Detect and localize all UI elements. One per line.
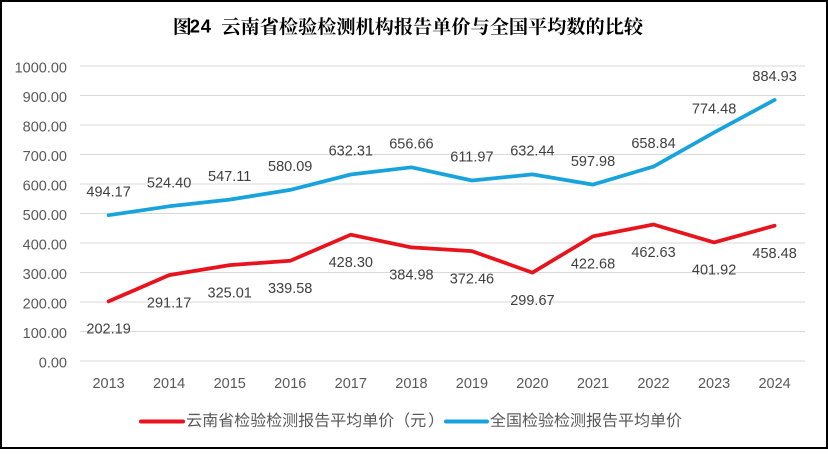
- svg-text:2018: 2018: [395, 376, 427, 392]
- svg-text:884.93: 884.93: [752, 69, 796, 85]
- svg-text:2022: 2022: [637, 376, 669, 392]
- svg-text:700.00: 700.00: [23, 149, 67, 165]
- svg-text:300.00: 300.00: [23, 267, 67, 283]
- svg-text:2015: 2015: [214, 376, 246, 392]
- svg-text:401.92: 401.92: [692, 263, 736, 279]
- svg-text:2024: 2024: [758, 376, 790, 392]
- svg-text:2019: 2019: [456, 376, 488, 392]
- svg-text:24: 24: [190, 16, 212, 37]
- svg-text:597.98: 597.98: [571, 154, 615, 170]
- svg-text:547.11: 547.11: [208, 169, 251, 185]
- svg-text:900.00: 900.00: [23, 90, 67, 106]
- svg-text:600.00: 600.00: [23, 179, 67, 195]
- svg-text:524.40: 524.40: [147, 176, 191, 192]
- svg-text:384.98: 384.98: [389, 268, 433, 284]
- svg-text:2021: 2021: [577, 376, 609, 392]
- svg-text:2014: 2014: [153, 376, 185, 392]
- svg-text:339.58: 339.58: [268, 281, 312, 297]
- svg-text:656.66: 656.66: [389, 137, 433, 153]
- svg-text:2017: 2017: [335, 376, 367, 392]
- svg-text:200.00: 200.00: [23, 297, 67, 313]
- svg-text:462.63: 462.63: [631, 245, 675, 261]
- svg-text:500.00: 500.00: [23, 208, 67, 224]
- svg-text:580.09: 580.09: [268, 159, 312, 175]
- svg-text:632.31: 632.31: [329, 144, 373, 160]
- svg-text:100.00: 100.00: [23, 326, 67, 342]
- svg-text:2016: 2016: [274, 376, 306, 392]
- svg-text:202.19: 202.19: [86, 322, 130, 338]
- svg-text:400.00: 400.00: [23, 238, 67, 254]
- svg-text:2013: 2013: [92, 376, 124, 392]
- svg-text:2020: 2020: [516, 376, 548, 392]
- svg-text:372.46: 372.46: [450, 271, 494, 287]
- svg-text:494.17: 494.17: [86, 184, 130, 200]
- svg-text:800.00: 800.00: [23, 120, 67, 136]
- svg-text:422.68: 422.68: [571, 257, 615, 273]
- svg-text:658.84: 658.84: [631, 136, 675, 152]
- svg-text:458.48: 458.48: [752, 246, 796, 262]
- svg-text:2023: 2023: [698, 376, 730, 392]
- svg-text:428.30: 428.30: [329, 255, 373, 271]
- svg-text:0.00: 0.00: [39, 356, 67, 372]
- svg-text:299.67: 299.67: [510, 293, 554, 309]
- svg-text:774.48: 774.48: [692, 102, 736, 118]
- svg-text:632.44: 632.44: [510, 144, 554, 160]
- svg-text:1000.00: 1000.00: [15, 61, 67, 77]
- svg-text:325.01: 325.01: [208, 285, 252, 301]
- svg-text:291.17: 291.17: [147, 295, 191, 311]
- svg-text:611.97: 611.97: [450, 150, 493, 166]
